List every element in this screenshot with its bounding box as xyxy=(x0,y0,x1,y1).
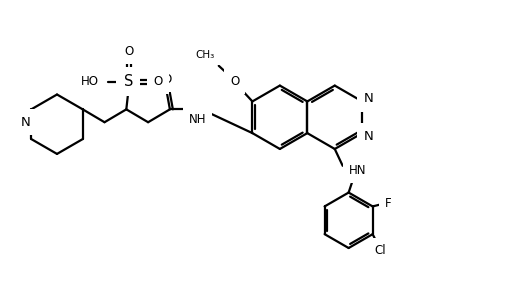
Text: N: N xyxy=(363,130,373,142)
Text: HO: HO xyxy=(81,75,99,88)
Text: Cl: Cl xyxy=(375,244,387,256)
Text: O: O xyxy=(153,75,162,88)
Text: O: O xyxy=(230,75,239,88)
Text: O: O xyxy=(125,45,134,58)
Text: NH: NH xyxy=(189,113,207,126)
Text: F: F xyxy=(385,197,392,210)
Text: CH₃: CH₃ xyxy=(195,50,215,60)
Text: HN: HN xyxy=(349,164,366,177)
Text: N: N xyxy=(20,116,30,129)
Text: O: O xyxy=(162,73,172,86)
Text: N: N xyxy=(363,92,373,105)
Text: S: S xyxy=(124,74,133,89)
